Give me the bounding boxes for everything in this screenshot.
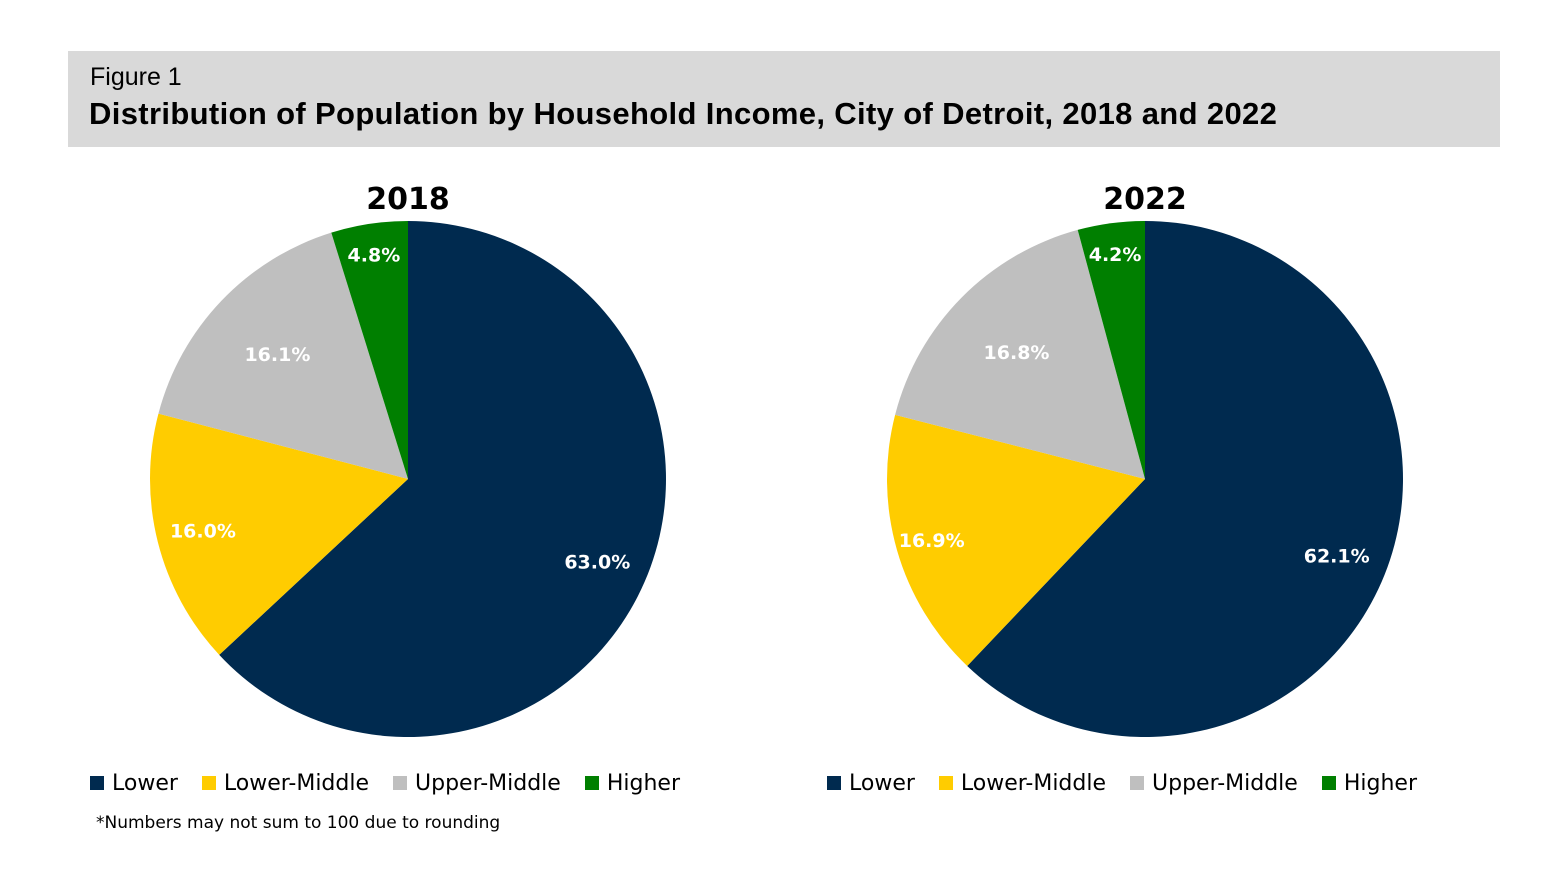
- legend-item-higher: Higher: [1321, 770, 1417, 796]
- legend-label-lower: Lower: [112, 770, 178, 796]
- labels-2018: 63.0% 16.0% 16.1% 4.8%: [170, 245, 630, 574]
- legend-label-lower: Lower: [849, 770, 915, 796]
- legend-label-upper-middle: Upper-Middle: [415, 770, 561, 796]
- legend-item-lower-middle: Lower-Middle: [938, 770, 1107, 796]
- legend-label-higher: Higher: [1343, 770, 1417, 796]
- slice-label-lower: 62.1%: [1304, 546, 1370, 568]
- legend-label-upper-middle: Upper-Middle: [1152, 770, 1298, 796]
- pie-chart-2022: 2022 62.1% 16.9% 16.8% 4.2%: [887, 182, 1404, 737]
- pie-chart-2018: 2018 63.0% 16.0% 16.1% 4.8%: [150, 182, 666, 737]
- slice-label-higher: 4.8%: [348, 245, 401, 267]
- legend-swatch-higher: [1321, 776, 1336, 790]
- legend-item-higher: Higher: [584, 770, 680, 796]
- pie-title-2022: 2022: [1103, 182, 1187, 217]
- footnote: *Numbers may not sum to 100 due to round…: [96, 813, 501, 833]
- figure-header: Figure 1 Distribution of Population by H…: [68, 51, 1500, 147]
- legend-label-lower-middle: Lower-Middle: [960, 770, 1107, 796]
- pie-slice-lower-middle: [150, 413, 408, 655]
- legend-item-upper-middle: Upper-Middle: [393, 771, 561, 796]
- slices-2018: [150, 221, 666, 737]
- legend-item-lower: Lower: [90, 771, 178, 796]
- pie-title-2018: 2018: [366, 182, 450, 217]
- slice-label-lower-middle: 16.0%: [170, 521, 236, 543]
- legend-swatch-lower: [90, 776, 104, 790]
- legend-swatch-lower: [827, 776, 841, 790]
- slice-label-upper-middle: 16.1%: [244, 344, 310, 366]
- legend-swatch-lower-middle: [201, 776, 216, 790]
- legend-item-upper-middle: Upper-Middle: [1130, 771, 1298, 796]
- legend-2018: Lower Lower-Middle Upper-Middle Higher: [90, 767, 680, 799]
- pie-slice-upper-middle: [895, 229, 1145, 479]
- slice-label-lower: 63.0%: [564, 551, 630, 573]
- slice-label-higher: 4.2%: [1089, 244, 1142, 266]
- legend-swatch-higher: [584, 776, 599, 790]
- slices-2022: [887, 221, 1404, 737]
- legend-label-lower-middle: Lower-Middle: [223, 770, 370, 796]
- pie-slice-upper-middle: [158, 232, 408, 479]
- pie-slice-higher: [1077, 221, 1145, 479]
- slice-label-lower-middle: 16.9%: [899, 530, 965, 552]
- pie-slice-lower-middle: [887, 414, 1145, 666]
- figure-title: Distribution of Population by Household …: [89, 96, 1278, 131]
- legend-item-lower: Lower: [827, 771, 915, 796]
- pie-slice-lower: [967, 221, 1404, 737]
- legend-swatch-upper-middle: [393, 776, 408, 790]
- legend-swatch-lower-middle: [938, 776, 953, 790]
- figure-label: Figure 1: [90, 63, 182, 91]
- pie-slice-higher: [331, 221, 408, 479]
- slice-label-upper-middle: 16.8%: [984, 342, 1050, 364]
- legend-label-higher: Higher: [606, 770, 680, 796]
- pie-slice-lower: [219, 221, 666, 737]
- legend-item-lower-middle: Lower-Middle: [201, 770, 370, 796]
- legend-2022: Lower Lower-Middle Upper-Middle Higher: [827, 767, 1417, 799]
- labels-2022: 62.1% 16.9% 16.8% 4.2%: [899, 244, 1370, 568]
- legend-swatch-upper-middle: [1130, 776, 1145, 790]
